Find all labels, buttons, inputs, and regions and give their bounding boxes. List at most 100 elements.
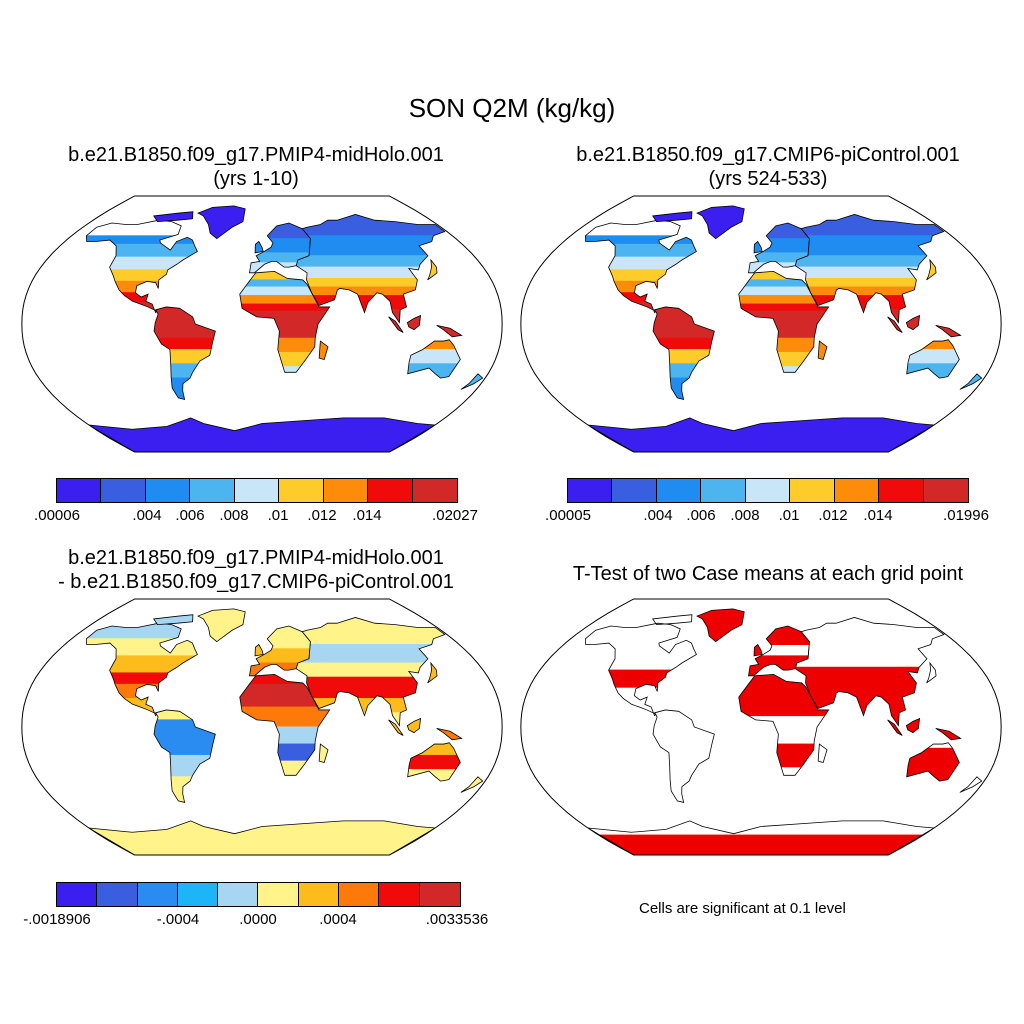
coastline	[587, 417, 936, 453]
colorbar-swatch	[57, 883, 98, 906]
region-band	[906, 747, 960, 782]
region-band	[296, 676, 445, 700]
region-band	[86, 292, 198, 304]
land-madagascar	[318, 743, 329, 764]
colorbar-swatch	[190, 479, 235, 502]
land-australia	[407, 339, 461, 379]
region-band	[296, 255, 445, 268]
region-band	[748, 252, 810, 264]
colorbar-swatch	[323, 479, 369, 502]
colorbar-swatch	[101, 479, 146, 502]
coastline	[652, 306, 715, 400]
coastline	[85, 219, 198, 314]
colorbar-swatch	[137, 883, 178, 906]
coastline	[388, 719, 404, 736]
panel1-tick: .00006	[34, 507, 80, 524]
land-borneo	[905, 717, 921, 734]
land-uk	[753, 240, 763, 254]
land-arctic_is	[652, 614, 693, 626]
coastline	[406, 717, 422, 734]
region-band	[154, 337, 216, 351]
land-asia	[794, 214, 945, 324]
region-band	[239, 303, 330, 312]
panel1-tick: .012	[307, 507, 337, 524]
coastline	[197, 608, 246, 643]
map-border	[21, 195, 503, 453]
region-band	[906, 718, 920, 733]
colorbar-swatch	[412, 479, 457, 502]
panel2-tick: .012	[818, 507, 848, 524]
region-band	[795, 255, 944, 268]
land-arctic_is	[153, 614, 194, 626]
panel2-title: b.e21.B1850.f09_g17.CMIP6-piControl.001 …	[512, 143, 1024, 191]
region-band	[795, 214, 944, 237]
land-arctic_is	[153, 211, 194, 223]
colorbar-swatch	[339, 883, 380, 906]
panel3-tick: -.0018906	[23, 911, 91, 928]
region-band	[319, 341, 328, 360]
land-newzealand	[959, 776, 983, 793]
land-japan	[427, 258, 438, 281]
coastline	[738, 271, 830, 373]
land-antarctica	[587, 820, 936, 856]
coastline	[153, 306, 216, 400]
region-band	[319, 744, 328, 763]
coastline	[926, 258, 937, 281]
panel1-title: b.e21.B1850.f09_g17.PMIP4-midHolo.001 (y…	[0, 143, 512, 191]
coastline	[295, 617, 446, 727]
coastline	[959, 776, 983, 793]
land-uk	[254, 643, 264, 657]
coastline	[239, 271, 331, 373]
panel1-tick: .014	[352, 507, 382, 524]
coastline	[153, 614, 194, 626]
panel3-title-line2: - b.e21.B1850.f09_g17.CMIP6-piControl.00…	[58, 571, 454, 593]
panel3-tick: .0004	[319, 911, 357, 928]
land-greenland	[696, 608, 745, 643]
region-band	[585, 235, 697, 245]
map-content	[85, 608, 484, 856]
coastline	[88, 417, 437, 453]
coastline	[794, 617, 945, 727]
region-band	[436, 728, 462, 740]
coastline	[887, 719, 903, 736]
land-sumatra	[887, 719, 903, 736]
colorbar-swatch	[923, 479, 968, 502]
coastline	[85, 622, 198, 717]
colorbar-swatch	[145, 479, 191, 502]
coastline	[460, 776, 484, 793]
coastline	[436, 325, 463, 338]
panel4-title: T-Test of two Case means at each grid po…	[572, 563, 964, 585]
region-band	[407, 742, 461, 756]
coastline	[652, 614, 693, 626]
colorbar-swatch	[568, 479, 613, 502]
region-band	[818, 341, 827, 360]
region-band	[239, 683, 330, 708]
colorbar-swatch	[234, 479, 280, 502]
colorbar-swatch	[834, 479, 880, 502]
coastline	[318, 340, 329, 361]
land-newguinea	[436, 728, 463, 741]
coastline	[753, 240, 763, 254]
coastline	[817, 743, 828, 764]
panel2-tick: .014	[863, 507, 893, 524]
region-band	[795, 235, 944, 257]
region-band	[239, 366, 330, 373]
colorbar-swatch	[177, 883, 219, 906]
coastline	[935, 728, 962, 741]
region-band	[696, 608, 745, 642]
region-band	[153, 614, 193, 625]
panel3-title: b.e21.B1850.f09_g17.PMIP4-midHolo.001 - …	[0, 546, 512, 594]
colorbar-swatch	[745, 479, 791, 502]
coastline	[738, 674, 830, 776]
region-band	[738, 310, 829, 339]
map-border	[520, 195, 1002, 453]
coastline	[295, 214, 446, 324]
colorbar-swatch	[298, 883, 340, 906]
panel2-title-line2: (yrs 524-533)	[708, 168, 828, 190]
colorbar-swatch	[218, 883, 259, 906]
panel3-tick: -.0004	[156, 911, 200, 928]
land-antarctica	[88, 820, 437, 856]
region-band	[935, 325, 961, 337]
coastline	[153, 211, 194, 223]
region-band	[795, 266, 944, 279]
